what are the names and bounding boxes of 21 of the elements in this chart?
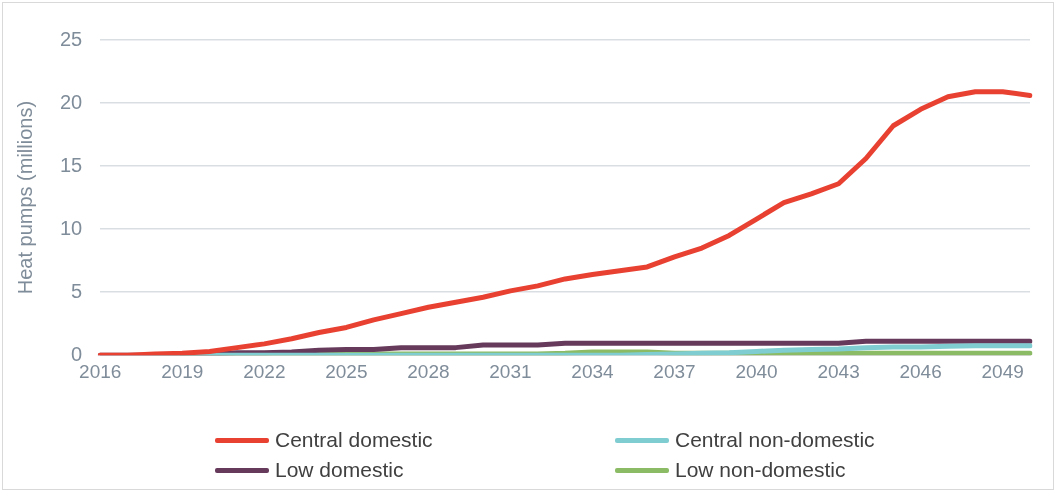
x-tick-label: 2037 [653, 360, 696, 382]
x-tick-label: 2043 [817, 360, 860, 382]
x-tick-label: 2049 [981, 360, 1024, 382]
x-tick-label: 2046 [899, 360, 942, 382]
x-tick-label: 2040 [735, 360, 778, 382]
x-tick-label: 2019 [161, 360, 204, 382]
legend-label: Low non-domestic [675, 458, 846, 482]
y-tick-label: 25 [60, 27, 83, 50]
legend-label: Central non-domestic [675, 428, 875, 452]
y-tick-label: 5 [71, 279, 83, 302]
x-tick-label: 2031 [489, 360, 532, 382]
x-tick-label: 2034 [571, 360, 615, 382]
y-tick-label: 15 [60, 153, 83, 176]
legend-label: Low domestic [275, 458, 404, 482]
y-tick-label: 20 [60, 90, 83, 113]
legend-label: Central domestic [275, 428, 433, 452]
y-tick-label: 10 [60, 216, 83, 239]
x-tick-label: 2025 [325, 360, 368, 382]
x-tick-label: 2022 [243, 360, 286, 382]
y-axis-title: Heat pumps (millions) [13, 100, 36, 295]
x-tick-label: 2028 [407, 360, 450, 382]
